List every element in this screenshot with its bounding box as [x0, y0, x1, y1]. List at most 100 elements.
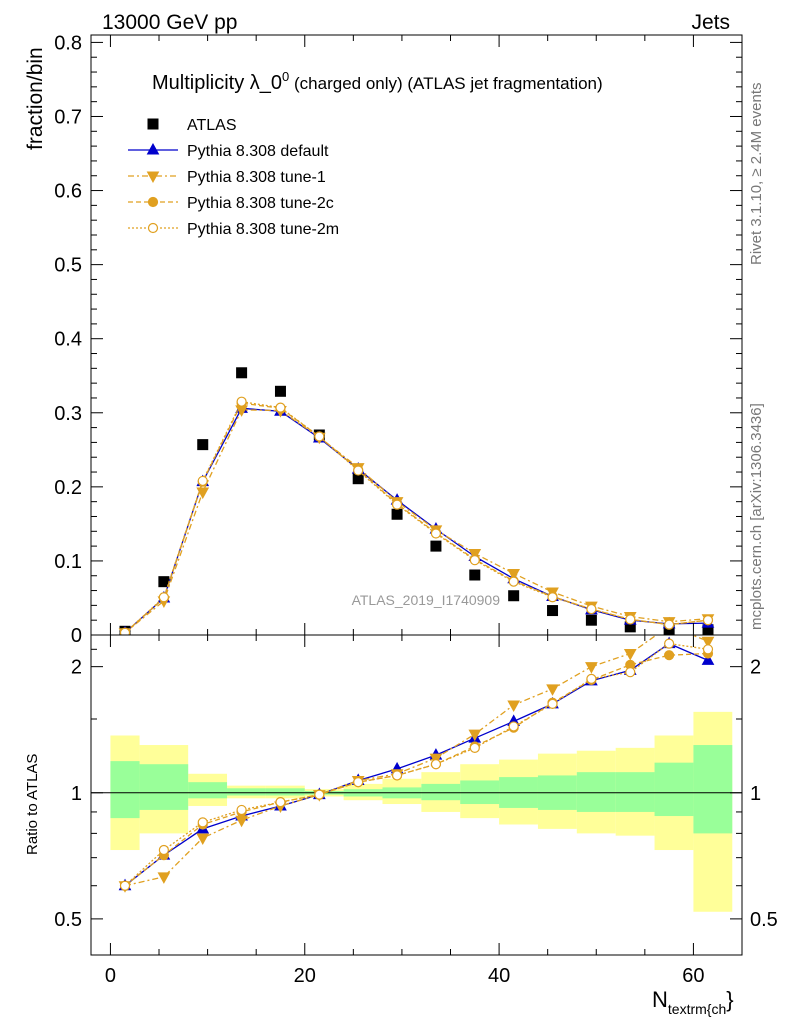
y-tick-label-ratio: 1	[71, 783, 82, 805]
y-tick-label-top: 0.1	[54, 551, 82, 573]
band-inner-bin	[615, 772, 655, 812]
band-inner-bin	[421, 783, 461, 801]
header-energy: 13000 GeV pp	[102, 11, 237, 34]
ratio-point-tune1	[468, 729, 482, 742]
ratio-line-tune2m	[124, 642, 709, 887]
top-point-tune2m	[119, 627, 131, 635]
ratio-point-tune2m	[391, 770, 403, 781]
x-axis-label: Ntextrm{ch}	[652, 987, 734, 1017]
top-point-tune2m	[625, 614, 636, 625]
ratio-point-tune2m	[197, 817, 208, 828]
analysis-watermark: ATLAS_2019_I1740909	[352, 592, 501, 608]
legend: ATLAS Pythia 8.308 default Pythia 8.308 tu…	[128, 117, 339, 238]
ratio-point-tune2m	[158, 844, 169, 856]
ratio-point-tune1	[157, 872, 171, 884]
top-point-data	[197, 439, 209, 451]
top-point-data	[508, 590, 520, 602]
ratio-panel-series	[118, 635, 715, 893]
x-tick-label: 60	[682, 965, 704, 987]
top-point-tune2m	[586, 603, 597, 615]
top-point-tune2m	[391, 499, 403, 510]
rivet-version-label: Rivet 3.1.10, ≥ 2.4M events	[748, 83, 765, 266]
top-point-data	[624, 621, 636, 633]
ratio-point-tune1	[623, 648, 637, 661]
top-point-tune2m	[664, 619, 675, 630]
y-tick-label-top: 0.2	[54, 477, 82, 499]
band-inner-bin	[576, 772, 616, 812]
band-inner-bin	[139, 764, 189, 810]
y-tick-label-ratio-right: 2	[750, 657, 761, 679]
top-point-data	[585, 614, 597, 626]
y-tick-label-top: 0	[71, 625, 82, 647]
y-tick-label-ratio-right: 0.5	[750, 909, 778, 931]
legend-marker-tune1	[146, 171, 160, 184]
x-axis-label-sub: textrm{ch	[668, 1001, 726, 1017]
top-point-data	[702, 624, 714, 635]
ratio-point-tune2m	[119, 880, 131, 891]
top-point-tune2m	[430, 528, 442, 539]
x-tick-label: 0	[105, 965, 116, 987]
legend-marker-data	[147, 118, 159, 130]
x-axis-label-main: N	[652, 987, 668, 1012]
top-point-data	[274, 385, 286, 397]
ratio-point-tune2m	[275, 797, 286, 808]
band-inner-bin	[654, 762, 694, 817]
ratio-point-tune2m	[353, 777, 364, 788]
top-point-data	[236, 367, 248, 379]
ratio-line-default	[124, 642, 709, 887]
ratio-point-tune1	[585, 662, 598, 674]
ratio-point-tune2m	[430, 759, 442, 770]
mcplots-label: mcplots.cern.ch [arXiv:1306.3436]	[748, 403, 765, 630]
top-point-tune2m	[158, 592, 169, 603]
top-point-tune1	[507, 569, 521, 581]
band-inner-bin	[188, 782, 228, 799]
y-tick-label-top: 0.7	[54, 106, 82, 128]
ratio-point-tune2m	[702, 644, 714, 655]
legend-marker-tune2c	[147, 196, 159, 208]
ratio-point-tune2m	[469, 742, 480, 753]
ratio-point-tune1	[235, 815, 248, 828]
ratio-point-tune1	[546, 684, 559, 696]
legend-label-tune2c: Pythia 8.308 tune-2c	[187, 195, 334, 212]
top-line-tune2m	[124, 400, 709, 634]
y-axis-label-top: fraction/bin	[24, 47, 47, 150]
x-tick-label: 40	[488, 965, 510, 987]
ratio-panel-frame	[90, 634, 743, 956]
ratio-point-tune1	[701, 636, 715, 649]
y-tick-label-ratio: 2	[71, 657, 82, 679]
top-point-tune2m	[353, 465, 364, 476]
ratio-point-tune1	[196, 833, 210, 846]
y-tick-label-top: 0.5	[54, 255, 82, 277]
y-tick-label-top: 0.8	[54, 32, 82, 54]
ratio-point-tune2m	[508, 721, 519, 732]
band-inner-bin	[460, 780, 500, 805]
title-main: Multiplicity λ_0	[152, 72, 282, 94]
legend-marker-tune2m	[147, 222, 159, 234]
y-tick-label-top: 0.3	[54, 403, 82, 425]
chart-title: Multiplicity λ_00 (charged only) (ATLAS …	[152, 69, 603, 94]
title-superscript: 0	[282, 69, 289, 84]
top-point-data	[158, 576, 170, 588]
legend-label-tune2m: Pythia 8.308 tune-2m	[187, 221, 339, 238]
header-jets: Jets	[691, 11, 730, 34]
x-axis-label-tail: }	[726, 987, 733, 1012]
top-line-tune2c	[124, 402, 709, 634]
x-tick-label: 20	[294, 965, 316, 987]
top-point-tune2m	[469, 555, 480, 566]
ratio-line-tune2c	[124, 652, 709, 887]
ratio-point-tune1	[507, 700, 521, 713]
top-point-tune2m	[314, 431, 325, 442]
top-panel-series	[118, 367, 715, 635]
band-inner-bin	[265, 788, 305, 796]
legend-label-tune1: Pythia 8.308 tune-1	[187, 169, 326, 186]
top-point-data	[469, 569, 481, 581]
top-point-data	[352, 473, 364, 485]
ratio-point-tune2m	[664, 638, 675, 649]
top-point-tune2m	[508, 576, 519, 587]
top-point-tune2m	[275, 402, 286, 413]
y-axis-label-ratio: Ratio to ATLAS	[24, 754, 41, 855]
y-tick-label-top: 0.4	[54, 329, 82, 351]
top-point-tune2m	[702, 615, 714, 626]
